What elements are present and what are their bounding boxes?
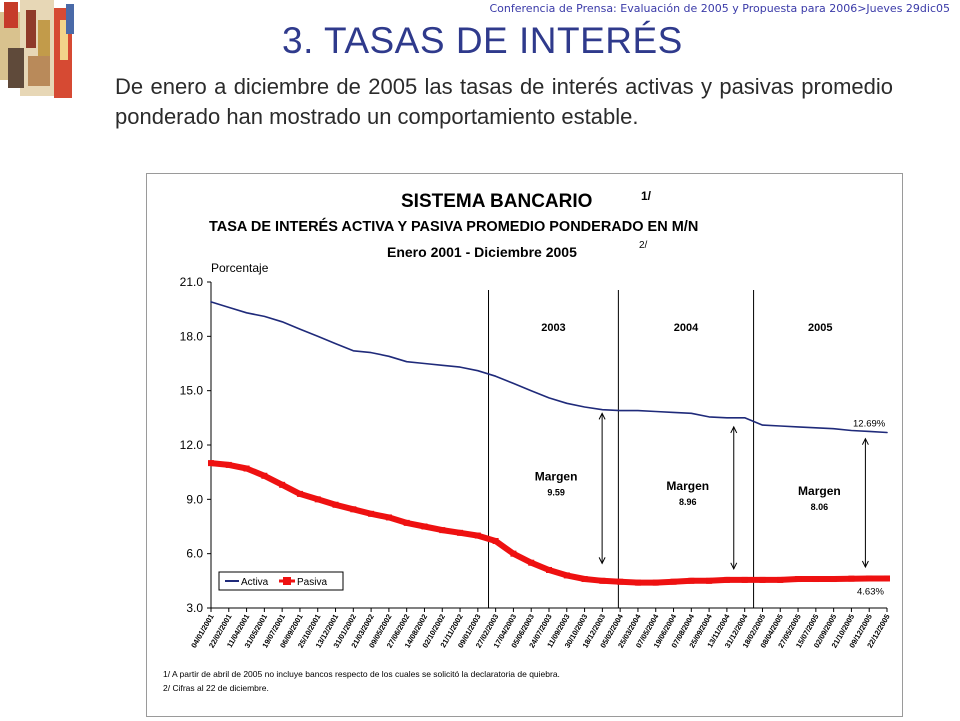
series-lines <box>208 301 890 586</box>
chart-subtitle: TASA DE INTERÉS ACTIVA Y PASIVA PROMEDIO… <box>209 218 698 235</box>
series-point-pasiva <box>634 579 641 586</box>
legend: Activa Pasiva <box>218 571 344 591</box>
series-point-pasiva <box>706 577 713 584</box>
y-tick-label: 18.0 <box>180 329 204 343</box>
y-tick-labels: 3.0 6.0 9.0 12.0 15.0 18.0 21.0 <box>180 275 211 615</box>
y-axis-label: Porcentaje <box>211 261 269 275</box>
series-point-pasiva <box>403 519 410 526</box>
legend-pasiva-marker <box>283 577 291 585</box>
y-tick-label: 6.0 <box>186 547 203 561</box>
end-label-activa: 12.69% <box>853 419 886 430</box>
series-point-pasiva <box>314 496 321 503</box>
interest-rate-chart: SISTEMA BANCARIO 1/ TASA DE INTERÉS ACTI… <box>163 189 892 693</box>
margin-value: 9.59 <box>547 487 565 497</box>
series-point-pasiva <box>830 576 837 583</box>
series-point-pasiva <box>581 576 588 583</box>
chart-container: SISTEMA BANCARIO 1/ TASA DE INTERÉS ACTI… <box>146 173 903 717</box>
chart-period-note: 2/ <box>639 240 648 251</box>
series-point-pasiva <box>208 460 214 467</box>
series-point-pasiva <box>243 465 250 472</box>
series-point-pasiva <box>492 537 499 544</box>
margin-arrow-head-down <box>598 557 606 565</box>
year-label: 2005 <box>808 322 832 334</box>
logo <box>0 0 80 100</box>
margin-label: Margen <box>666 479 709 493</box>
chart-title-note: 1/ <box>641 189 652 203</box>
series-point-pasiva <box>296 490 303 497</box>
series-point-pasiva <box>332 501 339 508</box>
end-label-pasiva: 4.63% <box>857 586 884 597</box>
series-point-pasiva <box>261 472 268 479</box>
series-point-pasiva <box>528 559 535 566</box>
legend-pasiva-label: Pasiva <box>297 577 327 588</box>
footnote-2: 2/ Cifras al 22 de diciembre. <box>163 683 269 693</box>
series-point-pasiva <box>368 510 375 517</box>
series-point-pasiva <box>350 506 357 513</box>
series-point-pasiva <box>457 529 464 536</box>
series-point-pasiva <box>777 576 784 583</box>
year-dividers: 2003 2004 2005 <box>488 290 833 608</box>
footnote-1: 1/ A partir de abril de 2005 no incluye … <box>163 669 560 679</box>
series-point-pasiva <box>563 572 570 579</box>
y-tick-label: 9.0 <box>186 492 203 506</box>
series-point-pasiva <box>617 578 624 585</box>
series-point-pasiva <box>741 576 748 583</box>
margin-arrow-head-up <box>598 412 606 420</box>
y-tick-label: 21.0 <box>180 275 204 289</box>
x-tick-labels: 04/01/200122/02/200111/04/200131/05/2001… <box>189 608 892 650</box>
conference-note: Conferencia de Prensa: Evaluación de 200… <box>489 2 951 15</box>
y-tick-label: 12.0 <box>180 438 204 452</box>
series-point-pasiva <box>225 461 232 468</box>
series-point-pasiva <box>599 577 606 584</box>
margin-arrow-head-down <box>730 562 738 570</box>
y-tick-label: 15.0 <box>180 384 204 398</box>
series-point-pasiva <box>546 566 552 573</box>
slide-title: 3. TASAS DE INTERÉS <box>282 20 683 61</box>
chart-title: SISTEMA BANCARIO <box>401 191 592 212</box>
margin-annotations: Margen 9.59 Margen 8.96 Margen 8.06 <box>535 412 869 570</box>
series-line-activa <box>210 301 888 434</box>
margin-value: 8.06 <box>811 502 829 512</box>
series-point-pasiva <box>279 481 286 488</box>
y-tick-label: 3.0 <box>186 601 203 615</box>
chart-period: Enero 2001 - Diciembre 2005 <box>387 244 577 260</box>
margin-arrow-head-up <box>730 425 738 434</box>
series-point-pasiva <box>812 576 819 583</box>
series-point-pasiva <box>884 575 890 582</box>
series-point-pasiva <box>759 576 766 583</box>
series-point-pasiva <box>510 550 517 557</box>
series-point-pasiva <box>385 514 392 521</box>
margin-label: Margen <box>535 469 578 483</box>
series-point-pasiva <box>795 576 802 583</box>
series-point-pasiva <box>688 577 695 584</box>
year-label: 2003 <box>541 322 565 334</box>
series-point-pasiva <box>670 578 677 585</box>
series-point-pasiva <box>474 532 481 539</box>
margin-arrow-head-up <box>861 437 869 445</box>
year-label: 2004 <box>674 322 699 334</box>
legend-activa-label: Activa <box>241 577 269 588</box>
series-point-pasiva <box>723 576 730 583</box>
margin-label: Margen <box>798 484 841 498</box>
series-point-pasiva <box>439 527 446 534</box>
slide-body-text: De enero a diciembre de 2005 las tasas d… <box>115 74 893 129</box>
series-point-pasiva <box>866 575 873 582</box>
margin-value: 8.96 <box>679 497 697 507</box>
series-point-pasiva <box>652 579 659 586</box>
series-point-pasiva <box>421 523 428 530</box>
series-point-pasiva <box>848 575 855 582</box>
margin-arrow-head-down <box>861 560 869 569</box>
